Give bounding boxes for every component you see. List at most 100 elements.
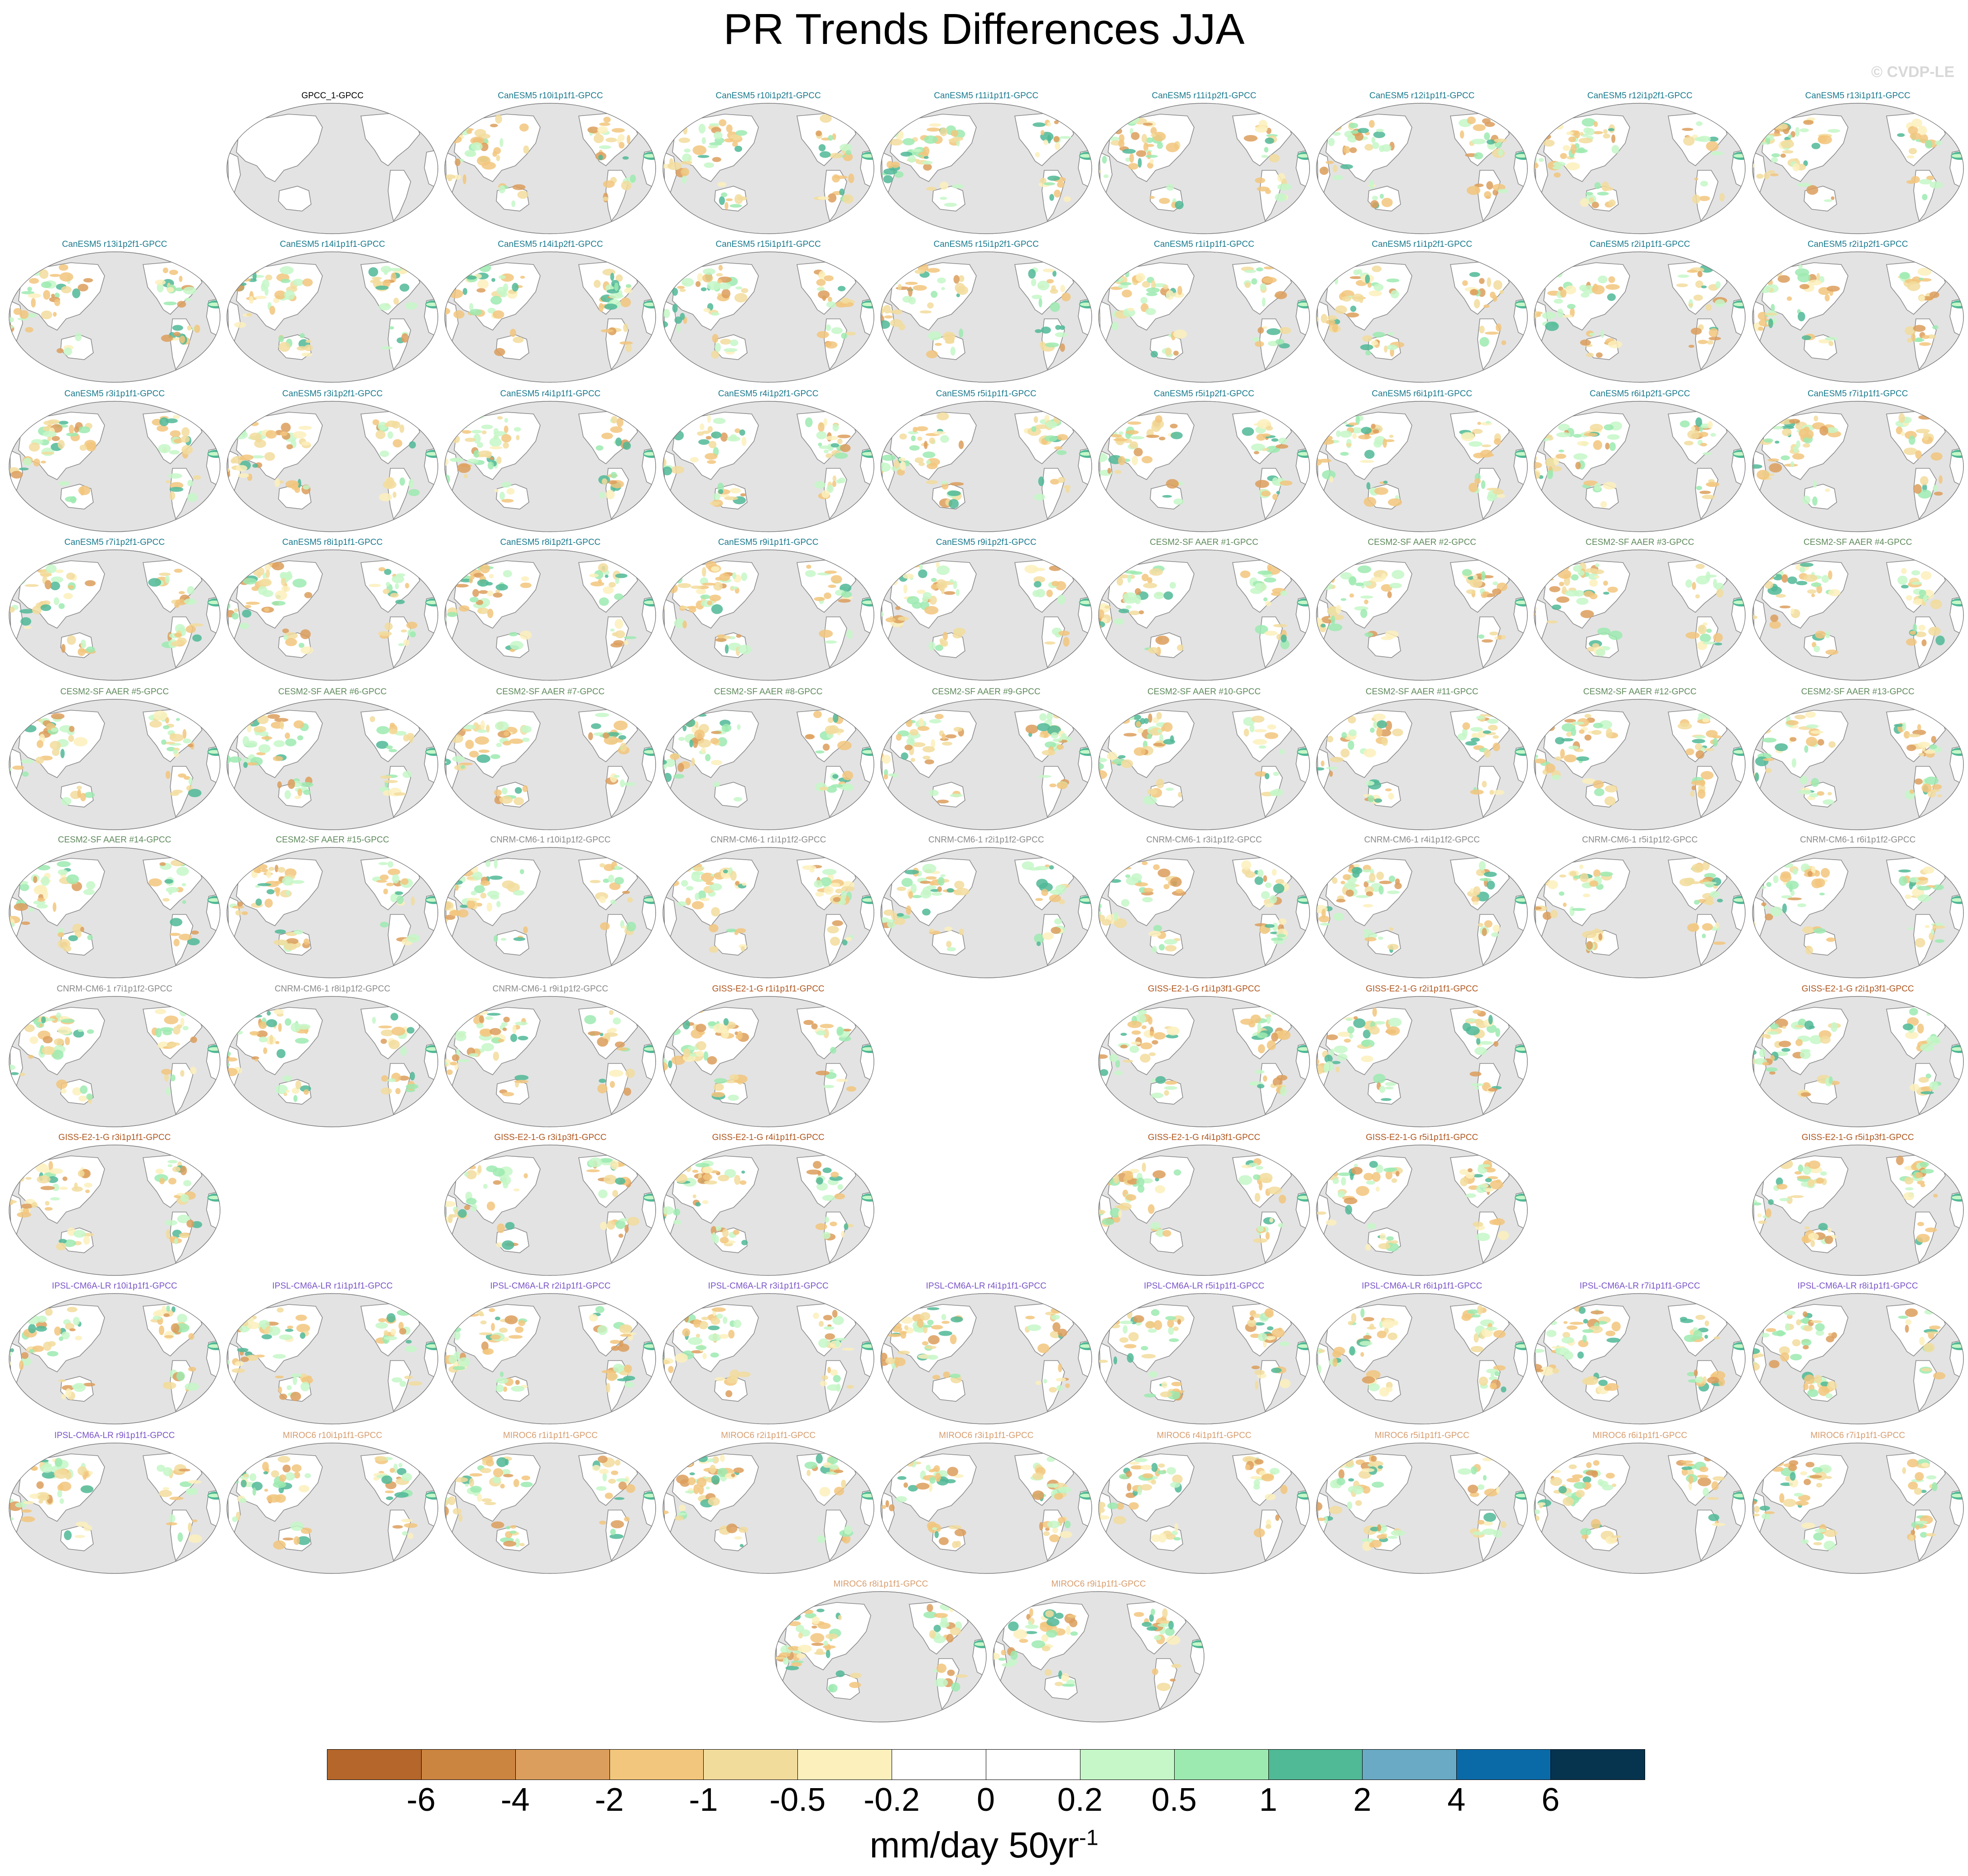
- trend-patch: [522, 737, 530, 742]
- trend-patch: [699, 423, 704, 430]
- trend-patch: [1919, 589, 1926, 597]
- trend-patch: [900, 461, 906, 471]
- trend-patch: [1556, 432, 1571, 438]
- map-outline: [9, 251, 221, 383]
- trend-patch: [1539, 158, 1544, 162]
- trend-patch: [1150, 127, 1157, 135]
- trend-patch: [909, 729, 919, 736]
- trend-patch: [1340, 164, 1354, 169]
- trend-patch: [1908, 927, 1913, 930]
- trend-patch: [170, 430, 181, 437]
- trend-patch: [514, 1075, 529, 1081]
- trend-patch: [672, 303, 678, 313]
- trend-patch: [1600, 501, 1607, 508]
- trend-patch: [208, 750, 220, 754]
- trend-patch: [481, 424, 493, 429]
- trend-patch: [1765, 768, 1771, 773]
- trend-patch: [1278, 438, 1287, 444]
- panel-title: CanESM5 r14i1p2f1-GPCC: [498, 240, 603, 249]
- trend-patch: [946, 941, 952, 948]
- trend-patch: [190, 1036, 197, 1043]
- trend-patch: [249, 1015, 263, 1018]
- trend-patch: [1566, 131, 1574, 135]
- trend-patch: [494, 348, 505, 356]
- trend-patch: [1694, 137, 1706, 142]
- trend-patch: [940, 181, 949, 190]
- trend-patch: [239, 278, 251, 282]
- trend-patch: [624, 640, 629, 645]
- trend-patch: [300, 1085, 312, 1092]
- trend-patch: [697, 155, 710, 158]
- trend-patch: [1280, 1086, 1287, 1097]
- trend-patch: [1129, 128, 1133, 135]
- trend-patch: [1922, 866, 1934, 874]
- trend-patch: [826, 786, 837, 793]
- trend-patch: [254, 726, 267, 732]
- trend-patch: [453, 419, 465, 425]
- trend-patch: [469, 750, 479, 758]
- trend-patch: [1125, 430, 1139, 435]
- trend-patch: [506, 488, 515, 495]
- map-panel: CESM2-SF AAER #5-GPCC: [7, 687, 222, 832]
- trend-patch: [1249, 724, 1255, 732]
- trend-patch: [946, 947, 956, 952]
- trend-patch: [523, 145, 529, 154]
- trend-patch: [1908, 148, 1917, 154]
- trend-patch: [1336, 430, 1341, 438]
- trend-patch: [389, 729, 398, 735]
- trend-patch: [1896, 133, 1905, 137]
- trend-patch: [1170, 423, 1178, 428]
- trend-patch: [1102, 155, 1107, 164]
- trend-patch: [49, 274, 61, 277]
- trend-patch: [687, 606, 697, 609]
- trend-patch: [1373, 332, 1385, 338]
- trend-patch: [697, 739, 711, 748]
- trend-patch: [387, 431, 394, 439]
- trend-patch: [163, 725, 169, 730]
- trend-patch: [1330, 1049, 1334, 1056]
- trend-patch: [19, 467, 29, 471]
- trend-patch: [1149, 159, 1154, 164]
- trend-patch: [164, 1073, 169, 1082]
- trend-patch: [493, 592, 503, 598]
- panel-title: CanESM5 r7i1p2f1-GPCC: [64, 538, 165, 547]
- trend-patch: [1378, 936, 1383, 940]
- trend-patch: [1148, 647, 1159, 654]
- trend-patch: [1543, 572, 1552, 579]
- trend-patch: [63, 593, 73, 599]
- trend-patch: [1378, 885, 1384, 895]
- trend-patch: [825, 725, 836, 735]
- trend-patch: [1063, 196, 1071, 202]
- trend-patch: [1786, 720, 1799, 726]
- trend-patch: [487, 890, 499, 898]
- trend-patch: [182, 900, 187, 904]
- map-panel: CanESM5 r15i1p1f1-GPCC: [661, 239, 876, 384]
- trend-patch: [1105, 869, 1111, 880]
- trend-patch: [1253, 423, 1268, 426]
- trend-patch: [1263, 597, 1268, 601]
- trend-patch: [245, 601, 260, 605]
- trend-patch: [1563, 902, 1567, 907]
- trend-patch: [816, 287, 825, 291]
- trend-patch: [839, 188, 845, 196]
- trend-patch: [378, 567, 386, 572]
- trend-patch: [1570, 906, 1575, 916]
- trend-patch: [1717, 899, 1723, 903]
- trend-patch: [275, 1041, 280, 1044]
- trend-patch: [173, 415, 180, 419]
- trend-patch: [29, 278, 39, 284]
- trend-patch: [898, 273, 904, 277]
- trend-patch: [392, 575, 404, 583]
- trend-patch: [1099, 170, 1101, 173]
- trend-patch: [833, 897, 840, 902]
- trend-patch: [706, 436, 711, 440]
- trend-patch: [284, 290, 295, 300]
- trend-patch: [1487, 718, 1499, 724]
- trend-patch: [50, 582, 60, 591]
- trend-patch: [1574, 748, 1584, 752]
- trend-patch: [605, 574, 609, 578]
- land-mass: [188, 852, 207, 867]
- trend-patch: [710, 501, 720, 506]
- trend-patch: [694, 893, 699, 900]
- trend-patch: [1392, 728, 1403, 736]
